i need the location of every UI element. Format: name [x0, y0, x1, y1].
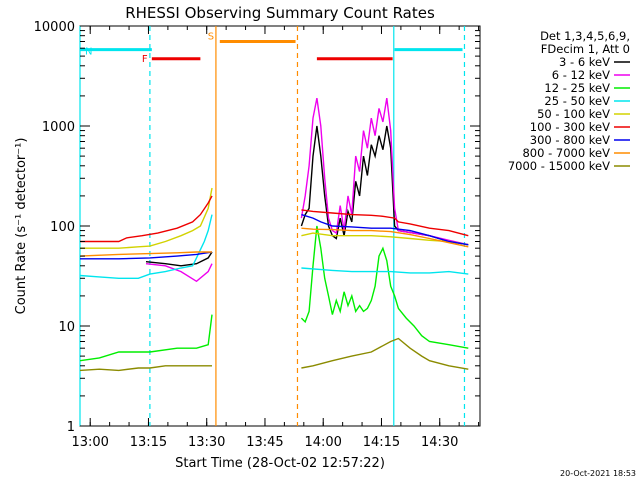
legend-label-5: 50 - 100 keV: [537, 107, 610, 121]
legend-label-8: 800 - 7000 keV: [522, 146, 610, 160]
series-line-2: [145, 97, 469, 283]
status-flags: N F S: [80, 31, 463, 65]
legend-label-1: 3 - 6 keV: [559, 55, 610, 69]
legend-label-9: 7000 - 15000 keV: [508, 159, 610, 173]
series-line-6: [80, 195, 469, 243]
y-tick-label-1: 1: [67, 420, 75, 435]
legend-label-3: 12 - 25 keV: [544, 81, 610, 95]
legend-header-1: Det 1,3,4,5,6,9,: [540, 29, 630, 43]
x-tick-label-2: 13:15: [130, 435, 167, 450]
x-tick-label-3: 13:30: [188, 435, 225, 450]
legend: Det 1,3,4,5,6,9,FDecim 1, Att 03 - 6 keV…: [508, 29, 630, 173]
series-line-9: [80, 337, 469, 372]
x-tick-label-7: 14:30: [421, 435, 458, 450]
y-tick-label-2: 10: [58, 320, 75, 335]
y-tick-label-3: 100: [50, 220, 75, 235]
series-line-1: [145, 125, 469, 267]
data-series: [80, 97, 469, 372]
series-line-4: [80, 214, 469, 279]
x-axis-label: Start Time (28-Oct-02 12:57:22): [175, 456, 385, 471]
flag-label-S: S: [208, 31, 214, 42]
series-line-5: [80, 187, 469, 249]
y-axis-label: Count Rate (s⁻¹ detector⁻¹): [14, 138, 29, 315]
timestamp: 20-Oct-2021 18:53: [560, 469, 636, 478]
x-tick-label-1: 13:00: [71, 435, 108, 450]
time-markers: [79, 26, 466, 426]
chart-title: RHESSI Observing Summary Count Rates: [125, 4, 435, 22]
x-tick-label-6: 14:15: [363, 435, 400, 450]
legend-label-4: 25 - 50 keV: [544, 94, 610, 108]
legend-label-7: 300 - 800 keV: [530, 133, 610, 147]
y-tick-label-4: 1000: [42, 120, 75, 135]
series-line-3: [80, 225, 469, 362]
flag-label-N: N: [85, 47, 92, 58]
x-tick-label-5: 14:00: [304, 435, 341, 450]
series-line-8: [80, 227, 469, 257]
flag-label-F: F: [142, 54, 148, 65]
y-tick-label-5: 10000: [34, 20, 75, 35]
x-tick-label-4: 13:45: [246, 435, 283, 450]
series-line-7: [80, 213, 469, 260]
legend-header-2: FDecim 1, Att 0: [541, 42, 630, 56]
axes: 13:00 13:15 13:30 13:45 14:00 14:15 14:30 1 10 10…: [34, 20, 480, 450]
legend-label-2: 6 - 12 keV: [552, 68, 610, 82]
legend-label-6: 100 - 300 keV: [530, 120, 610, 134]
